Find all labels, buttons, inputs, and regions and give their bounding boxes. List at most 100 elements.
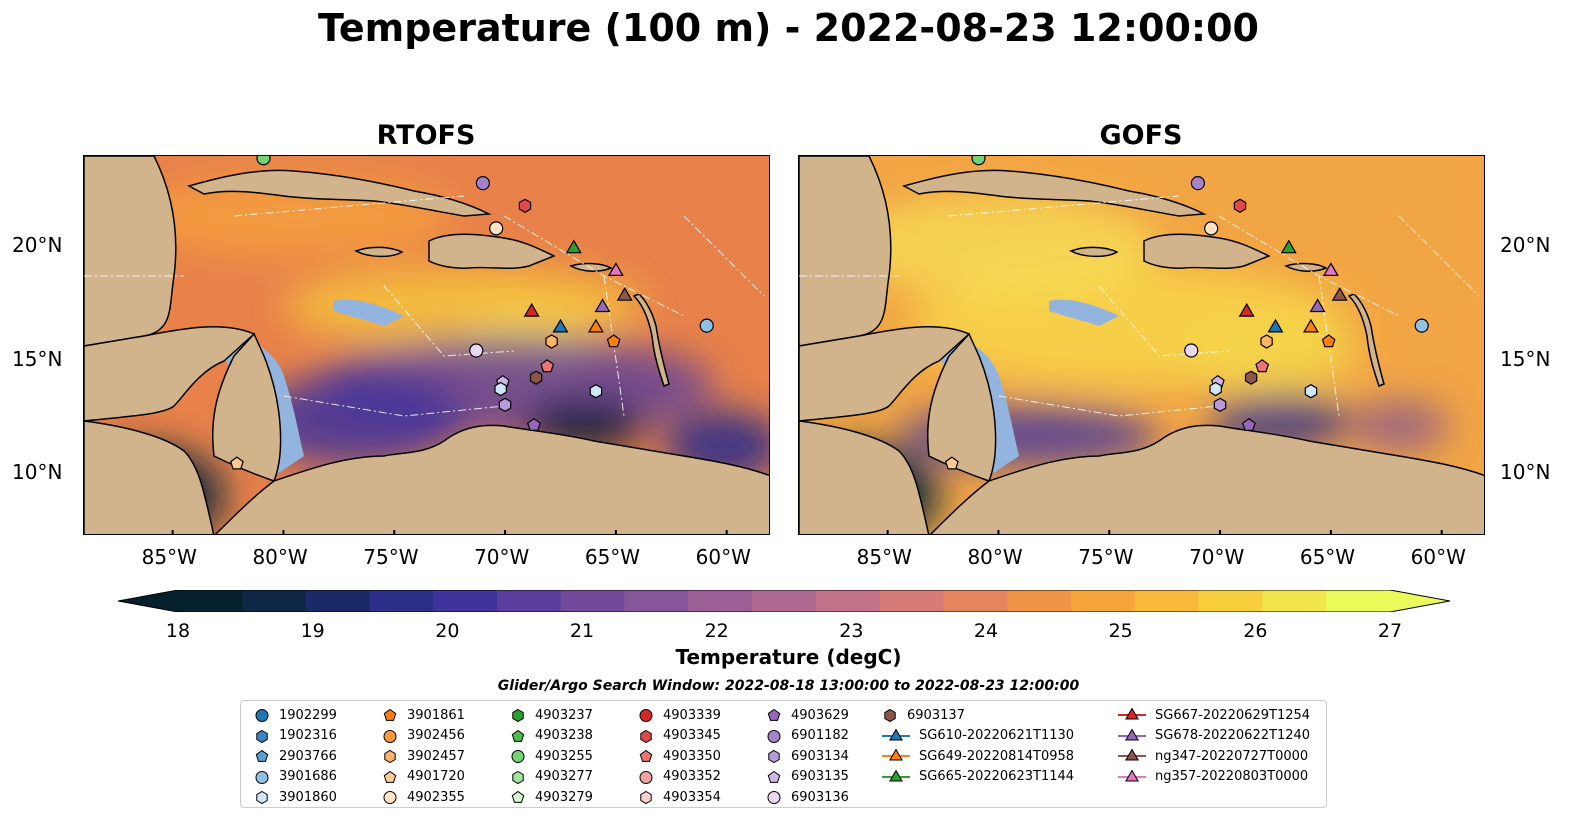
rtofs-observation-marker[interactable] xyxy=(469,343,484,358)
legend-label: 4903354 xyxy=(663,789,721,805)
gofs-observation-marker[interactable] xyxy=(1302,318,1319,333)
colorbar-extend-low xyxy=(118,590,178,612)
legend-item: ng347-20220727T0000 xyxy=(1117,746,1308,766)
legend-marker-icon xyxy=(884,708,896,723)
rtofs-observation-marker[interactable] xyxy=(256,156,271,166)
legend-marker-icon xyxy=(512,770,524,784)
colorbar-segment xyxy=(305,590,370,612)
lon-tick-label: 60°W xyxy=(695,545,751,569)
legend-marker-icon xyxy=(511,729,525,742)
lon-tick-label: 65°W xyxy=(584,545,641,569)
gofs-observation-marker[interactable] xyxy=(1280,239,1297,254)
legend-label: SG667-20220629T1254 xyxy=(1155,707,1311,723)
gofs-observation-marker[interactable] xyxy=(1244,370,1258,385)
gofs-observation-marker[interactable] xyxy=(1321,334,1336,348)
rtofs-observation-marker[interactable] xyxy=(523,302,540,317)
legend-label: SG610-20220621T1130 xyxy=(919,728,1075,743)
gofs-land-jamaica xyxy=(1069,246,1119,258)
rtofs-observation-marker[interactable] xyxy=(587,318,604,333)
rtofs-observation-marker[interactable] xyxy=(540,359,555,373)
rtofs-observation-marker[interactable] xyxy=(594,298,611,313)
rtofs-land-jamaica xyxy=(354,246,404,258)
legend-label: ng357-20220803T0000 xyxy=(1155,769,1309,784)
gofs-observation-marker[interactable] xyxy=(1331,287,1348,301)
rtofs-observation-marker[interactable] xyxy=(518,198,532,213)
rtofs-observation-marker[interactable] xyxy=(494,381,507,397)
gofs-observation-marker[interactable] xyxy=(1255,359,1270,373)
legend-label: 4903345 xyxy=(663,728,721,743)
gofs-observation-marker[interactable] xyxy=(1304,384,1318,399)
gofs-observation-marker[interactable] xyxy=(1267,318,1284,333)
legend-label: 2903766 xyxy=(279,748,337,764)
rtofs-observation-marker[interactable] xyxy=(529,370,543,385)
legend-marker-icon xyxy=(639,770,653,784)
legend-item: 3901686 xyxy=(253,767,337,787)
panel-title-rtofs: RTOFS xyxy=(376,120,476,151)
rtofs-observation-marker[interactable] xyxy=(565,239,582,254)
colorbar-tick-label: 22 xyxy=(704,620,729,642)
gofs-observation-marker[interactable] xyxy=(1260,334,1273,349)
legend-marker-icon xyxy=(640,729,652,743)
legend-label: SG678-20220622T1240 xyxy=(1155,728,1311,743)
rtofs-observation-marker[interactable] xyxy=(489,221,504,236)
rtofs-observation-marker[interactable] xyxy=(606,334,621,348)
gofs-observation-marker[interactable] xyxy=(1238,302,1255,317)
lon-tick-label: 85°W xyxy=(856,545,912,569)
gofs-observation-marker[interactable] xyxy=(1241,417,1256,431)
rtofs-observation-marker[interactable] xyxy=(589,384,603,399)
gofs-observation-marker[interactable] xyxy=(1184,343,1199,358)
gofs-observation-marker[interactable] xyxy=(1190,176,1206,191)
gofs-map-canvas xyxy=(799,156,1484,534)
legend-item: 6903136 xyxy=(765,787,849,807)
gofs-observation-marker[interactable] xyxy=(1322,262,1339,277)
legend: 1902299 1902316 2903766 3901686 3901860 39018… xyxy=(240,700,1327,808)
legend-marker-icon xyxy=(882,769,910,781)
colorbar-segment xyxy=(688,590,753,612)
gofs-observation-marker[interactable] xyxy=(1414,318,1429,333)
legend-item: 1902316 xyxy=(253,726,337,746)
rtofs-observation-marker[interactable] xyxy=(498,397,512,412)
rtofs-map[interactable] xyxy=(83,155,770,535)
legend-marker-icon xyxy=(1118,769,1146,781)
legend-item: 6901182 xyxy=(765,726,849,746)
gofs-observation-marker[interactable] xyxy=(1309,298,1326,313)
gofs-observation-marker[interactable] xyxy=(944,456,959,470)
rtofs-observation-marker[interactable] xyxy=(552,318,569,333)
legend-label: SG649-20220814T0958 xyxy=(919,748,1075,764)
legend-item: 4902355 xyxy=(381,787,465,807)
gofs-observation-marker[interactable] xyxy=(1209,381,1222,397)
legend-label: 4903352 xyxy=(663,769,721,784)
rtofs-observation-marker[interactable] xyxy=(526,417,541,431)
rtofs-observation-marker[interactable] xyxy=(607,262,624,277)
legend-marker-icon xyxy=(383,708,397,721)
legend-label: 6903135 xyxy=(791,769,849,784)
legend-item: SG665-20220623T1144 xyxy=(881,767,1074,787)
legend-marker-icon xyxy=(383,791,397,804)
gofs-observation-marker[interactable] xyxy=(971,156,986,166)
gofs-observation-marker[interactable] xyxy=(1204,221,1219,236)
gofs-observation-marker[interactable] xyxy=(1213,397,1227,412)
legend-item: 6903135 xyxy=(765,767,849,787)
legend-label: 4903237 xyxy=(535,707,593,723)
legend-item: 4903279 xyxy=(509,787,593,807)
gofs-map[interactable] xyxy=(798,155,1485,535)
colorbar-tick-label: 23 xyxy=(839,620,864,642)
legend-marker-icon xyxy=(383,770,397,783)
rtofs-observation-marker[interactable] xyxy=(699,318,714,333)
rtofs-observation-marker[interactable] xyxy=(616,287,633,301)
gofs-observation-marker[interactable] xyxy=(1233,198,1247,213)
legend-marker-icon xyxy=(639,749,653,762)
rtofs-observation-marker[interactable] xyxy=(475,176,491,191)
rtofs-observation-marker[interactable] xyxy=(545,334,558,349)
lat-tick-label-left: 15°N xyxy=(12,346,63,371)
colorbar-tick-label: 19 xyxy=(300,620,325,642)
lat-tick-label-left: 20°N xyxy=(12,233,63,258)
lat-tick-label-right: 15°N xyxy=(1500,346,1551,371)
colorbar-segment xyxy=(560,590,626,612)
rtofs-land-antilles xyxy=(632,293,670,387)
rtofs-observation-marker[interactable] xyxy=(229,456,244,470)
legend-label: 4901720 xyxy=(407,769,465,784)
rtofs-land-nicaragua xyxy=(211,332,282,482)
gofs-land-yucatan xyxy=(799,156,892,347)
legend-item: 4903339 xyxy=(637,705,721,725)
